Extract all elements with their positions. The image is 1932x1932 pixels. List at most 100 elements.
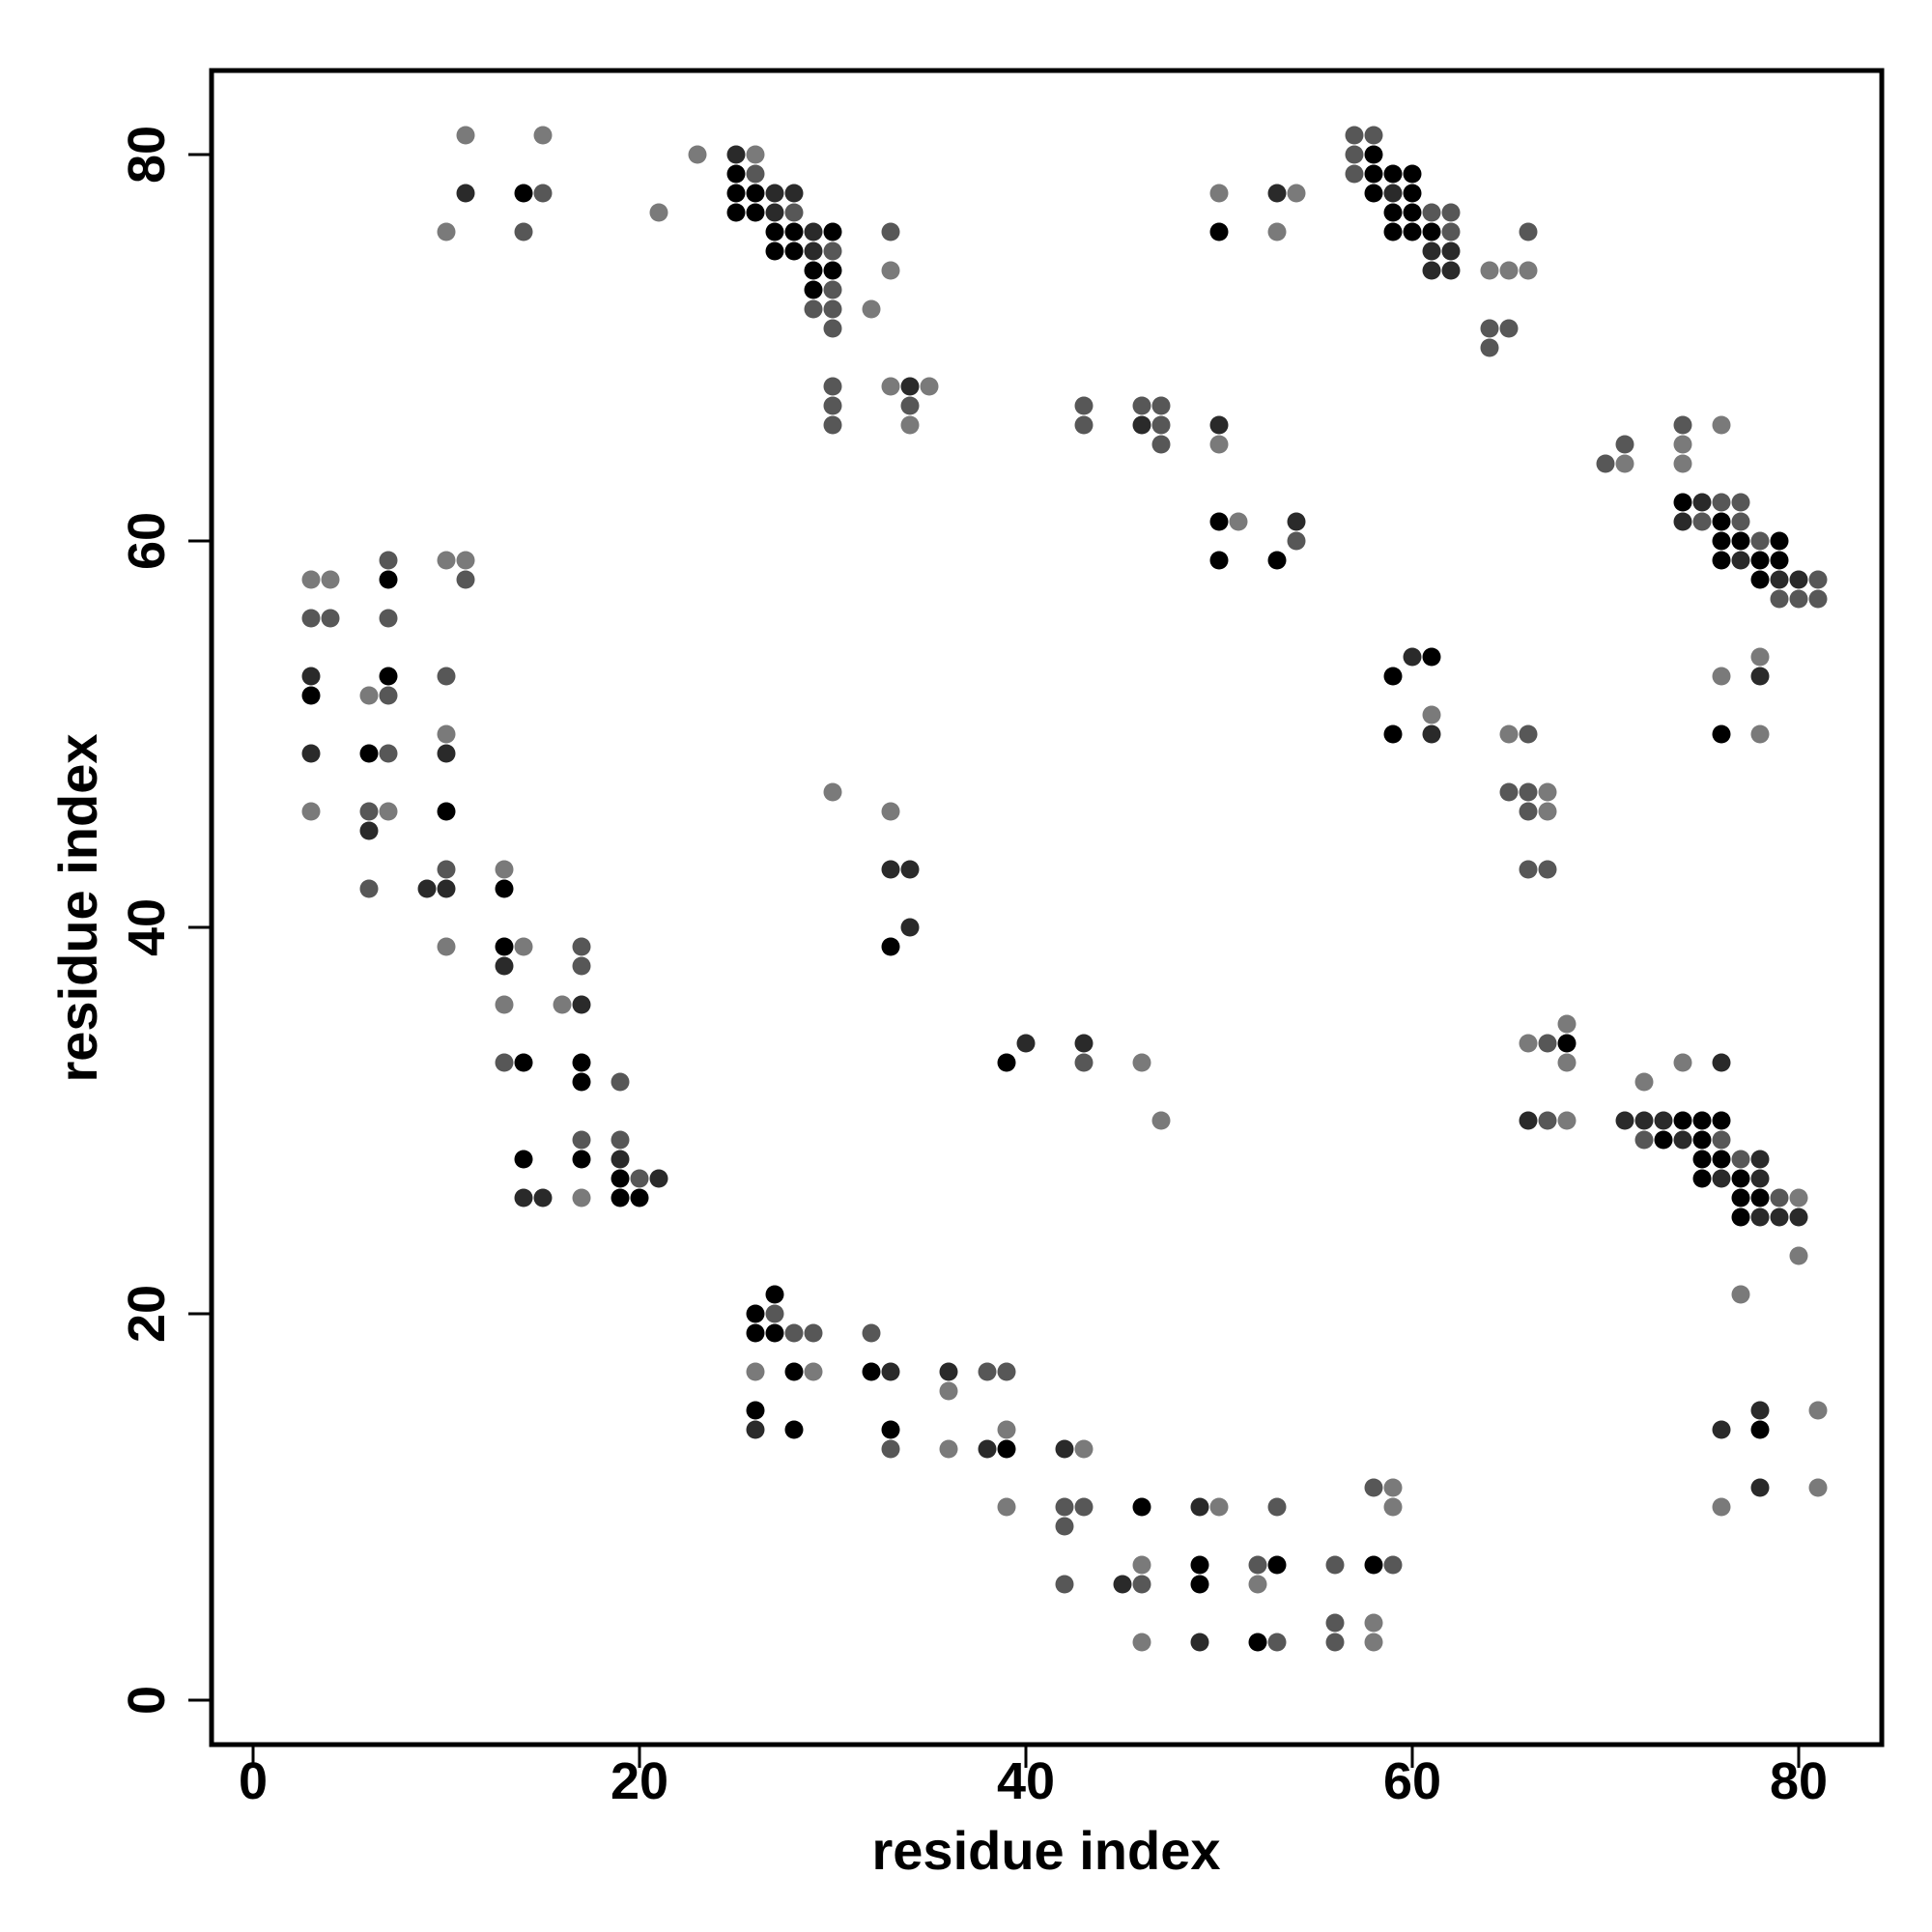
- contact-point: [1731, 551, 1750, 570]
- contact-point: [804, 1362, 823, 1381]
- contact-point: [1267, 184, 1287, 203]
- contact-point: [1750, 1401, 1770, 1420]
- contact-point: [456, 126, 475, 145]
- contact-point: [1190, 1555, 1209, 1575]
- contact-point: [1712, 1497, 1731, 1517]
- contact-point: [437, 802, 456, 821]
- contact-point: [1480, 261, 1499, 280]
- contact-point: [978, 1362, 997, 1381]
- contact-point: [746, 1304, 765, 1323]
- contact-point: [301, 570, 321, 589]
- contact-point: [1712, 1169, 1731, 1188]
- contact-point: [939, 1381, 958, 1401]
- contact-point: [997, 1420, 1016, 1439]
- contact-point: [1383, 1497, 1403, 1517]
- contact-point: [765, 1285, 784, 1304]
- contact-point: [1750, 531, 1770, 551]
- contact-point: [978, 1439, 997, 1459]
- contact-point: [1422, 724, 1441, 744]
- contact-point: [514, 937, 533, 956]
- contact-point: [1596, 454, 1615, 473]
- contact-point: [1499, 782, 1519, 802]
- contact-point: [1383, 1478, 1403, 1497]
- contact-point: [572, 1053, 591, 1072]
- contact-point: [1731, 1188, 1750, 1208]
- contact-point: [1731, 1150, 1750, 1169]
- contact-point: [1789, 1246, 1808, 1265]
- contact-point: [997, 1439, 1016, 1459]
- contact-point: [1519, 1034, 1538, 1053]
- contact-point: [823, 299, 842, 319]
- contact-point: [765, 203, 784, 222]
- contact-point: [1712, 1111, 1731, 1130]
- contact-point: [437, 860, 456, 879]
- contact-point: [784, 203, 804, 222]
- contact-point: [881, 1362, 900, 1381]
- contact-point: [1074, 1053, 1094, 1072]
- contact-point: [1248, 1633, 1267, 1652]
- contact-point: [437, 879, 456, 898]
- contact-point: [1132, 1497, 1151, 1517]
- contact-point: [1519, 222, 1538, 242]
- contact-point: [1364, 1555, 1383, 1575]
- contact-point: [1422, 647, 1441, 667]
- contact-point: [1750, 1208, 1770, 1227]
- contact-point: [765, 222, 784, 242]
- contact-point: [1209, 184, 1229, 203]
- contact-point: [1132, 396, 1151, 415]
- contact-point: [862, 299, 881, 319]
- contact-point: [1287, 531, 1306, 551]
- contact-point: [688, 145, 707, 164]
- contact-point: [321, 570, 340, 589]
- contact-point: [746, 1401, 765, 1420]
- contact-point: [900, 918, 920, 937]
- contact-point: [1538, 782, 1557, 802]
- contact-point: [900, 415, 920, 435]
- contact-point: [746, 1362, 765, 1381]
- contact-point: [1750, 570, 1770, 589]
- contact-point: [804, 242, 823, 261]
- contact-point: [1364, 126, 1383, 145]
- contact-point: [804, 222, 823, 242]
- contact-point: [746, 203, 765, 222]
- contact-point: [746, 145, 765, 164]
- contact-point: [823, 242, 842, 261]
- contact-point: [1673, 493, 1692, 512]
- contact-point: [1770, 570, 1789, 589]
- contact-point: [1712, 1053, 1731, 1072]
- contact-point: [823, 222, 842, 242]
- contact-point: [437, 724, 456, 744]
- contact-point: [1151, 1111, 1171, 1130]
- contact-point: [611, 1150, 630, 1169]
- contact-point: [1789, 1208, 1808, 1227]
- contact-point: [823, 415, 842, 435]
- contact-point: [823, 261, 842, 280]
- contact-point: [1673, 435, 1692, 454]
- contact-point: [572, 1072, 591, 1092]
- contact-point: [784, 242, 804, 261]
- contact-point: [1712, 493, 1731, 512]
- contact-point: [1673, 1053, 1692, 1072]
- contact-point: [1808, 570, 1828, 589]
- contact-point: [920, 377, 939, 396]
- x-axis: 0 20 40 60 80: [239, 1745, 1828, 1810]
- contact-point: [1209, 551, 1229, 570]
- contact-point: [1287, 184, 1306, 203]
- contact-point: [765, 1304, 784, 1323]
- contact-point: [1345, 164, 1364, 184]
- contact-point: [939, 1439, 958, 1459]
- contact-point: [1519, 1111, 1538, 1130]
- contact-point: [1499, 319, 1519, 338]
- contact-point: [997, 1362, 1016, 1381]
- contact-point: [1403, 647, 1422, 667]
- contact-point: [514, 1150, 533, 1169]
- contact-point: [1673, 1130, 1692, 1150]
- contact-point: [1692, 1150, 1712, 1169]
- contact-point: [1712, 512, 1731, 531]
- contact-point: [1519, 802, 1538, 821]
- contact-point: [611, 1130, 630, 1150]
- plot-frame: [209, 68, 1885, 1747]
- contact-point: [1712, 531, 1731, 551]
- contact-point: [1750, 647, 1770, 667]
- contact-point: [1731, 493, 1750, 512]
